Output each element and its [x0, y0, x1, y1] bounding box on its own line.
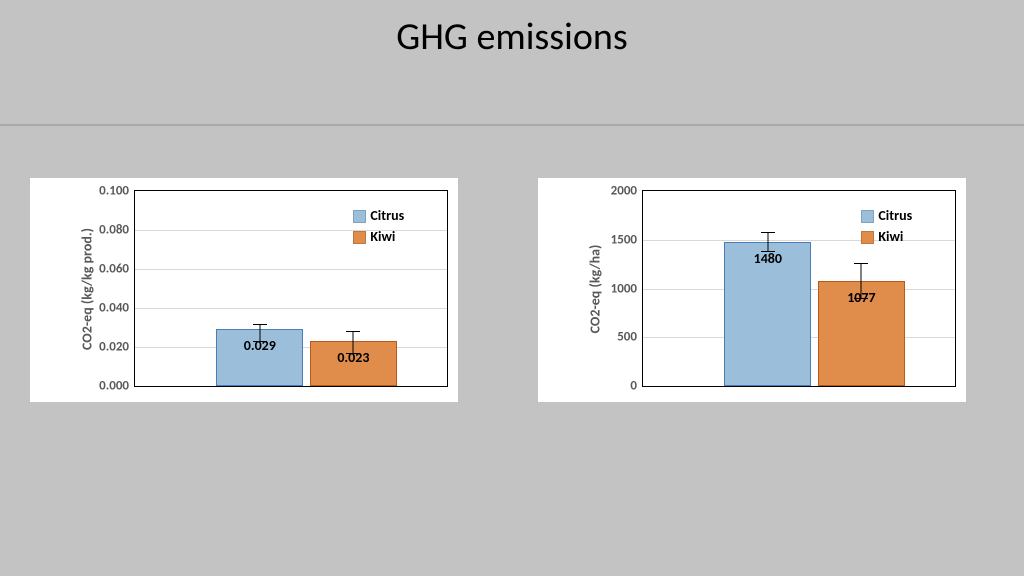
error-cap: [253, 324, 267, 325]
plot-frame: CO2-eq (kg/kg prod.)0.0000.0200.0400.060…: [134, 190, 448, 387]
legend-label: Kiwi: [878, 228, 903, 245]
error-cap: [761, 251, 775, 252]
legend-swatch: [353, 231, 366, 244]
y-tick-label: 0.020: [99, 340, 129, 355]
legend-item-kiwi: Kiwi: [353, 228, 404, 245]
legend-swatch: [861, 210, 874, 223]
y-tick-label: 1500: [611, 232, 637, 247]
gridline: [135, 269, 447, 270]
legend-swatch: [861, 231, 874, 244]
legend-label: Kiwi: [370, 228, 395, 245]
title-rule: [0, 124, 1024, 126]
y-tick-label: 1000: [611, 281, 637, 296]
y-tick-label: 0.100: [99, 184, 129, 199]
error-cap: [253, 341, 267, 342]
y-axis-label: CO2-eq (kg/ha): [587, 244, 604, 333]
error-bar: [259, 324, 260, 342]
y-tick-label: 0.080: [99, 223, 129, 238]
error-cap: [346, 331, 360, 332]
error-cap: [346, 353, 360, 354]
legend: Citrus Kiwi: [861, 207, 912, 249]
y-tick-label: 0.000: [99, 379, 129, 394]
legend: Citrus Kiwi: [353, 207, 404, 249]
y-tick-label: 500: [617, 330, 637, 345]
slide: GHG emissions CO2-eq (kg/kg prod.) 0.000 0…: [0, 0, 1024, 576]
slide-title: GHG emissions: [0, 14, 1024, 60]
chart-panel-left: CO2-eq (kg/kg prod.) 0.000 0.020 0.040 0.060…: [30, 178, 458, 402]
error-cap: [854, 298, 868, 299]
legend-label: Citrus: [878, 207, 912, 224]
legend-swatch: [353, 210, 366, 223]
y-tick-label: 0.040: [99, 301, 129, 316]
plot-frame: CO2-eq (kg/ha)050010001500200014801077Ci…: [642, 190, 956, 387]
y-tick-label: 0.060: [99, 262, 129, 277]
legend-item-citrus: Citrus: [861, 207, 912, 224]
error-bar: [861, 263, 862, 297]
error-bar: [767, 232, 768, 252]
y-tick-label: 0: [630, 379, 637, 394]
error-cap: [854, 263, 868, 264]
legend-item-citrus: Citrus: [353, 207, 404, 224]
legend-item-kiwi: Kiwi: [861, 228, 912, 245]
y-axis-label: CO2-eq (kg/kg prod.): [79, 227, 96, 349]
error-bar: [353, 331, 354, 352]
chart-panel-right: CO2-eq (kg/ha)050010001500200014801077Ci…: [538, 178, 966, 402]
error-cap: [761, 232, 775, 233]
gridline: [135, 308, 447, 309]
legend-label: Citrus: [370, 207, 404, 224]
y-tick-label: 2000: [611, 184, 637, 199]
